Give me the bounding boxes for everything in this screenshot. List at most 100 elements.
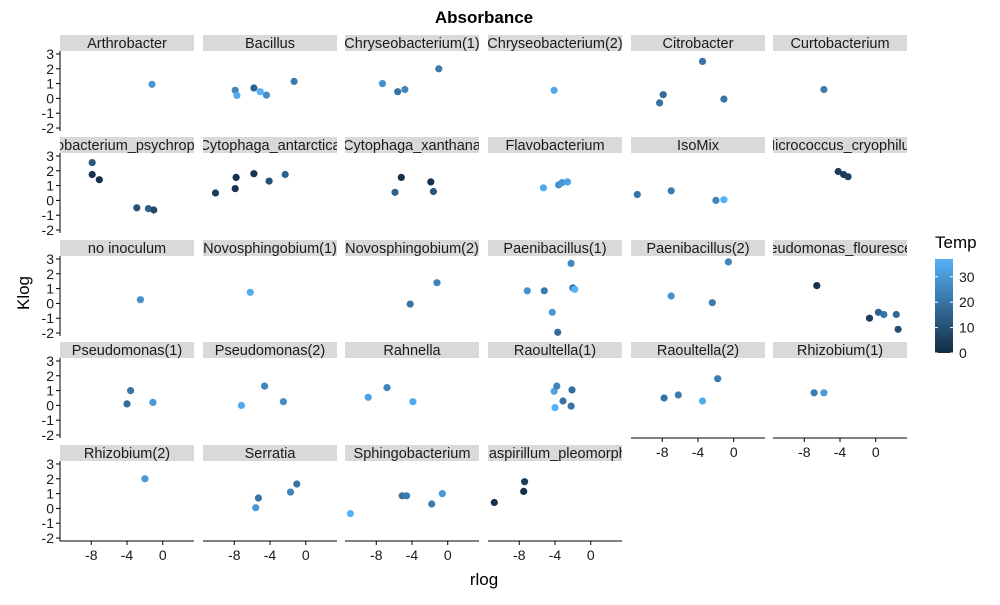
y-tick-label: 0 [46,500,54,516]
data-point [490,498,498,507]
data-point [279,398,287,406]
data-point [378,80,387,88]
facet-strip [773,240,907,256]
facet-strip-label: IsoMix [677,138,720,154]
data-point [346,509,354,518]
facet-strip [203,35,337,51]
x-tick-label: 0 [444,547,452,563]
data-point [554,328,562,336]
data-point [810,389,818,397]
data-point [123,400,131,408]
data-point [95,176,103,184]
facet-strip-label: Pseudomonas_flourescens [753,241,928,257]
facet-strip [773,35,907,51]
data-point [844,173,852,181]
y-tick-label: 3 [46,456,54,472]
color-legend: Temp 0 10 20 30 [935,233,977,361]
facet-strip [203,445,337,461]
data-point [567,402,575,410]
data-point [674,391,682,399]
y-tick-label: -2 [42,325,55,341]
data-point [435,65,443,73]
y-tick-label: 0 [46,90,54,106]
y-tick-label: -1 [42,207,55,223]
y-tick-label: -1 [42,310,55,326]
y-tick-label: 1 [46,178,54,194]
y-tick-label: 3 [46,353,54,369]
data-point [659,91,667,99]
data-point [708,299,716,307]
data-point [698,57,707,65]
data-point [401,85,409,94]
facet-strip-label: Arthrobacter [87,36,167,52]
y-tick-label: 2 [46,266,54,282]
y-tick-label: 3 [46,148,54,164]
x-tick-label: -4 [121,547,134,563]
x-tick-label: -4 [549,547,562,563]
legend-tick-label: 30 [959,269,975,285]
data-point [874,308,883,316]
data-point [551,404,559,412]
data-point [892,310,900,319]
facet-strip-label: Pseudomonas(1) [72,343,182,359]
data-point [433,279,441,287]
facet-panel: Cytophaga_xanthana [345,137,479,196]
data-point [149,398,157,406]
legend-colorbar [935,259,953,353]
data-point [720,196,728,204]
facet-panel: Micrococcus_cryophilus [763,137,917,181]
facet-strip-label: no inoculum [88,241,166,257]
facet-strip [203,342,337,358]
data-point [521,478,529,486]
facet-strip-label: Arthrobacterium_psychrophilum [25,138,230,154]
data-point [667,187,675,195]
data-point [660,394,668,402]
facet-strip-label: Rhizobium(1) [797,343,883,359]
facet-strip [345,240,479,256]
data-point [254,494,262,502]
data-point [265,177,273,185]
data-point [250,170,258,178]
data-point [364,393,372,401]
facet-panel: Rahnella [345,342,479,406]
x-tick-label: -8 [798,444,811,460]
legend-tick-label: 0 [959,345,967,361]
data-point [714,375,722,383]
facet-strip [488,35,622,51]
facet-strip [60,240,194,256]
y-tick-label: 0 [46,192,54,208]
data-point [698,397,707,405]
data-point [148,80,156,88]
data-point [553,382,561,390]
facet-panel: Novosphingobium(1) [203,240,337,296]
y-axis-label: Klog [14,276,33,310]
y-tick-label: -2 [42,120,55,136]
data-point [523,287,531,295]
y-tick-label: 0 [46,295,54,311]
data-point [262,91,270,99]
data-point [232,173,240,181]
data-point [233,91,241,99]
data-point [397,173,405,181]
x-tick-label: -8 [370,547,383,563]
data-point [571,285,579,293]
y-tick-label: -2 [42,530,55,546]
facet-panel: Chryseobacterium(1) [345,35,479,96]
data-point [428,500,436,508]
legend-tick-label: 10 [959,320,975,336]
facet-panel: Raoultella(2) -8 -4 0 [631,342,765,460]
data-point [88,170,96,179]
facet-strip-label: Micrococcus_cryophilus [763,138,917,154]
facet-strip-label: Chryseobacterium(2) [487,36,622,52]
data-point [548,308,556,316]
x-tick-label: -8 [85,547,98,563]
x-axis-label: rlog [470,570,498,589]
x-tick-label: -4 [692,444,705,460]
facet-panel: Pseudomonas(2) [203,342,337,409]
facet-strip [60,35,194,51]
facet-panel: Curtobacterium [773,35,907,94]
facet-strip [773,137,907,153]
